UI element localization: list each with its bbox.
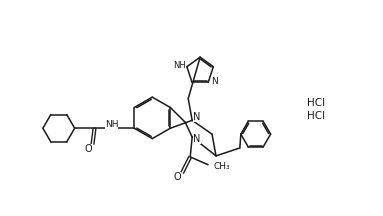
Text: HCl: HCl: [307, 111, 325, 121]
Text: NH: NH: [105, 120, 118, 129]
Text: HCl: HCl: [307, 98, 325, 108]
Text: O: O: [85, 144, 92, 154]
Text: CH₃: CH₃: [214, 162, 230, 171]
Text: N: N: [193, 134, 201, 144]
Text: N: N: [193, 112, 201, 122]
Text: O: O: [173, 172, 181, 182]
Text: NH: NH: [173, 61, 187, 70]
Text: N: N: [211, 77, 218, 86]
